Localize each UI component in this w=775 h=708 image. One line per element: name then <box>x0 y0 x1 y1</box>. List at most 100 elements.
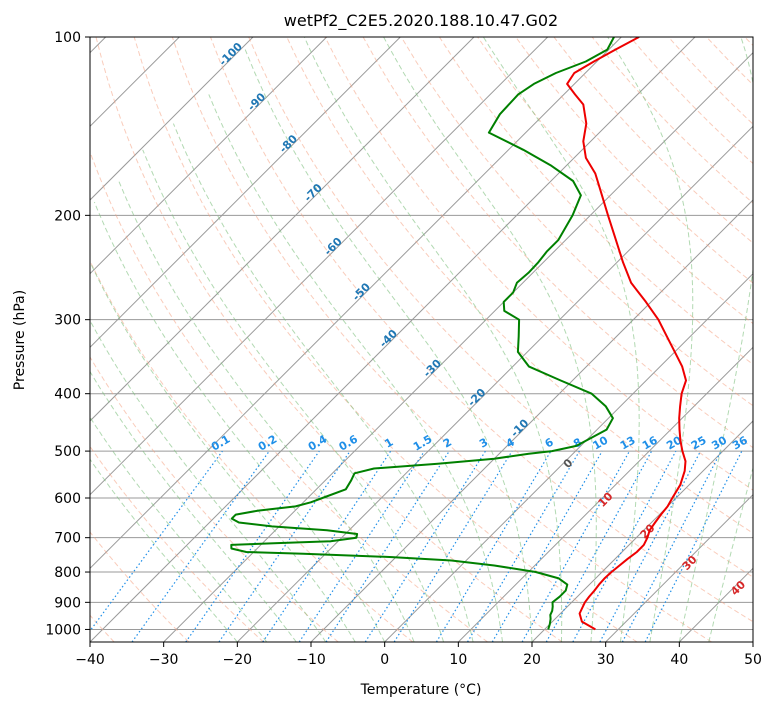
isotherm-line <box>90 37 696 642</box>
x-tick-label: 50 <box>744 652 762 668</box>
y-tick-label: 500 <box>54 444 81 460</box>
mixing-ratio-label: 6 <box>543 435 556 450</box>
isotherm-label: 30 <box>680 553 700 573</box>
x-tick-label: −20 <box>223 652 253 668</box>
mixing-ratio-label: 0.1 <box>209 433 232 454</box>
moist-adiabat-line <box>383 37 597 642</box>
dry-adiabat-line <box>362 37 753 449</box>
moist-adiabat-line <box>172 123 474 642</box>
x-axis-label: Temperature (°C) <box>360 682 482 698</box>
mixing-ratio-line <box>491 450 603 642</box>
dry-adiabat-line <box>248 37 753 578</box>
moist-adiabat-line <box>90 370 297 642</box>
mixing-ratio-label: 0.2 <box>256 433 279 454</box>
moist-adiabat-line <box>244 49 533 642</box>
y-tick-label: 600 <box>54 491 81 507</box>
mixing-ratio-label: 30 <box>709 433 729 452</box>
background-lines <box>90 37 753 642</box>
isotherm-label: -40 <box>377 327 400 350</box>
mixing-ratio-line <box>435 450 552 642</box>
y-tick-label: 400 <box>54 387 81 403</box>
isotherm-line <box>90 37 549 496</box>
mixing-ratio-label: 1 <box>382 436 395 451</box>
isotherm-line <box>236 125 753 642</box>
dry-adiabat-line <box>95 37 563 642</box>
moist-adiabat-line <box>90 319 327 642</box>
isotherm-line <box>384 272 753 642</box>
mixing-ratio-line <box>325 450 450 642</box>
y-tick-label: 300 <box>54 313 81 329</box>
isotherm-label: 10 <box>596 490 616 510</box>
moist-adiabat-line <box>708 466 753 642</box>
mixing-ratio-line <box>262 450 392 642</box>
x-tick-label: −30 <box>149 652 179 668</box>
isotherm-line <box>752 641 753 642</box>
y-tick-label: 800 <box>54 565 81 581</box>
y-tick-label: 200 <box>54 208 81 224</box>
moist-adiabat-line <box>142 149 445 642</box>
dry-adiabat-line <box>90 356 339 642</box>
mixing-ratio-label: 0.6 <box>337 432 361 453</box>
isotherm-label: -30 <box>421 356 444 379</box>
mixing-ratio-line <box>466 450 580 642</box>
mixing-ratio-line <box>90 450 223 632</box>
mixing-ratio-label: 16 <box>640 433 660 452</box>
moist-adiabat-line <box>678 37 753 642</box>
dry-adiabat-line <box>210 37 753 623</box>
dry-adiabat-line <box>90 150 488 642</box>
mixing-ratio-label: 25 <box>689 434 709 453</box>
x-tick-label: 20 <box>523 652 541 668</box>
dry-adiabat-line <box>668 37 753 125</box>
mixing-ratio-label: 36 <box>730 433 750 452</box>
isotherm-label: 40 <box>728 578 748 598</box>
dry-adiabat-line <box>744 37 753 47</box>
mixing-ratio-line <box>185 450 320 642</box>
moist-adiabat-line <box>90 260 356 642</box>
moist-adiabat-line <box>482 37 640 642</box>
mixing-ratio-line <box>545 450 653 642</box>
x-axis: −40 −30 −20 −10 0 10 20 30 40 50 <box>75 642 762 668</box>
series-lines <box>230 37 687 631</box>
chart-title: wetPf2_C2E5.2020.188.10.47.G02 <box>284 11 558 31</box>
dry-adiabat-line <box>706 37 753 86</box>
isotherm-label: -80 <box>277 132 300 155</box>
isotherm-label: -20 <box>465 386 488 409</box>
moist-adiabat-line <box>208 94 503 642</box>
isotherm-label: -50 <box>350 280 373 303</box>
dry-adiabat-line <box>90 445 264 642</box>
y-tick-label: 900 <box>54 595 81 611</box>
y-axis-label: Pressure (hPa) <box>12 290 28 390</box>
moist-adiabat-line <box>93 201 386 642</box>
mixing-ratio-label: 1.5 <box>411 433 434 454</box>
x-tick-label: −40 <box>75 652 105 668</box>
moist-adiabat-line <box>118 180 415 642</box>
isotherm-label: -100 <box>216 40 245 69</box>
mixing-ratio-line <box>298 450 425 642</box>
isotherm-line <box>90 37 622 570</box>
mixing-ratio-line <box>572 450 677 642</box>
plot-frame <box>89 36 754 643</box>
isotherm-line <box>457 346 753 642</box>
mixing-ratio-label: 13 <box>618 434 638 453</box>
isotherm-line <box>90 37 475 422</box>
dry-adiabat-line <box>90 259 414 642</box>
isotherm-line <box>605 493 753 642</box>
isotherm-label: -60 <box>322 235 345 258</box>
dewpoint-line <box>230 37 615 630</box>
dry-adiabat-line <box>133 37 638 642</box>
y-tick-label: 1000 <box>45 622 81 638</box>
mixing-ratio-line <box>364 450 486 642</box>
mixing-ratio-line <box>599 450 702 642</box>
x-tick-label: 0 <box>380 652 389 668</box>
isotherm-line <box>163 51 753 642</box>
x-tick-label: −10 <box>296 652 326 668</box>
x-tick-label: 40 <box>670 652 688 668</box>
moist-adiabat-line <box>303 37 563 642</box>
dry-adiabat-line <box>438 37 753 366</box>
dry-adiabat-line <box>400 37 753 407</box>
isotherm-line <box>531 420 753 642</box>
dry-adiabat-line <box>515 37 753 284</box>
mixing-ratio-line <box>644 450 743 642</box>
dry-adiabat-line <box>591 37 753 204</box>
dry-adiabat-line <box>90 531 190 642</box>
